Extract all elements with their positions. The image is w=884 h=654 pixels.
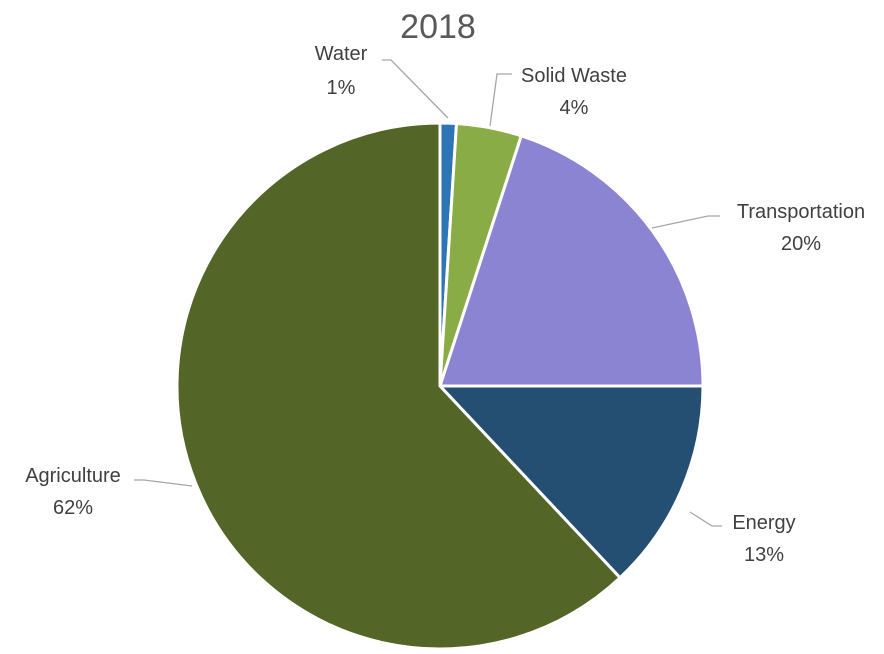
pie-slice-transportation [437, 133, 705, 388]
slice-percent-label: 20% [781, 233, 821, 255]
slice-category-label: Water [315, 43, 368, 65]
slice-percent-label: 62% [53, 497, 93, 519]
slice-category-label: Transportation [737, 201, 865, 223]
leader-line [134, 479, 193, 487]
pie-slices [175, 121, 705, 651]
leader-line [689, 511, 722, 527]
slice-percent-label: 1% [327, 77, 356, 99]
pie-slice-agriculture [175, 121, 623, 651]
slice-category-label: Energy [732, 512, 795, 534]
slice-labels: Water 1% Solid Waste 4% Transportation 20% Ene… [25, 43, 865, 566]
leader-lines [134, 59, 722, 527]
leader-line [382, 59, 449, 119]
leader-line [489, 73, 512, 127]
chart-title: 2018 [400, 8, 476, 46]
slice-percent-label: 13% [744, 544, 784, 566]
leader-line [651, 215, 720, 229]
slice-percent-label: 4% [560, 97, 589, 119]
slice-category-label: Solid Waste [521, 65, 627, 87]
slice-category-label: Agriculture [25, 465, 121, 487]
pie-slice-energy [436, 384, 705, 580]
